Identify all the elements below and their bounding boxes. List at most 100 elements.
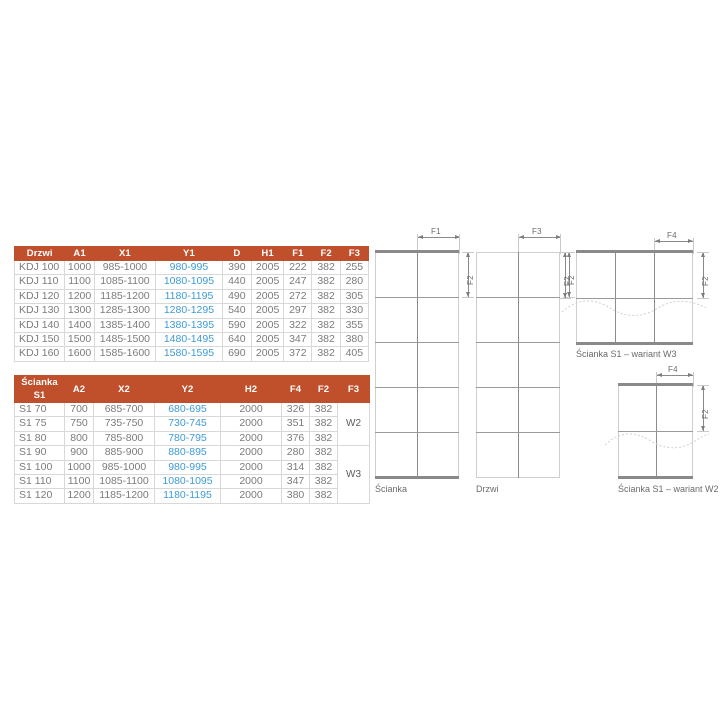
column-header-f2: F2 (311, 246, 341, 261)
drzwi-row-line-3 (476, 387, 560, 388)
cell-h2: 2000 (220, 416, 282, 432)
f1-arrow-right (455, 234, 460, 239)
w3-f2-right-arrow-up (700, 252, 705, 257)
cell-a1: 1300 (64, 303, 95, 319)
cell-a1: 1100 (64, 274, 95, 290)
cell-f4: 347 (281, 474, 310, 490)
column-header-f4: F4 (281, 375, 310, 403)
cell-f2: 382 (311, 288, 341, 305)
table-row: S1 80 800 785-800 780-795 2000 376 382 (14, 430, 370, 447)
cell-f3: 380 (339, 332, 370, 348)
cell-f4: 280 (281, 445, 310, 461)
cell-d: 540 (221, 303, 252, 319)
cell-f3: 255 (339, 259, 370, 276)
f3-extension-left (518, 234, 519, 254)
f2-extension-top (462, 252, 474, 253)
cell-model: KDJ 120 (13, 288, 66, 305)
w2-f2-arrow-up (700, 385, 705, 390)
w3-f2-right-ext-top (697, 252, 709, 253)
w2-f4-label: F4 (668, 365, 678, 374)
scianka-top-bar (375, 250, 459, 253)
w2-caption: Ścianka S1 – wariant W2 (618, 484, 719, 494)
cell-wall-model: S1 80 (14, 430, 65, 447)
table-row: KDJ 160 1600 1585-1600 1580-1595 690 2005 372 3… (13, 346, 370, 362)
cell-f2: 382 (311, 346, 341, 362)
cell-model: KDJ 110 (13, 274, 66, 290)
cell-h1: 2005 (250, 303, 285, 319)
f1-label: F1 (431, 227, 441, 236)
cell-d: 640 (221, 332, 252, 348)
w3-f2-left-arrow-up (562, 252, 567, 257)
cell-f2: 382 (311, 274, 341, 290)
column-header-x1: X1 (93, 246, 157, 261)
cell-y1: 1380-1395 (155, 317, 223, 334)
cell-a2: 1200 (64, 488, 94, 504)
w3-f4-dimension-line (655, 241, 693, 242)
cell-f1: 322 (283, 317, 313, 334)
cell-f4: 376 (281, 430, 310, 447)
cell-wall-model: S1 90 (14, 445, 65, 461)
cell-a1: 1200 (64, 288, 95, 305)
cell-variant-w3: W3 (337, 445, 370, 504)
w3-f4-arrow-left (655, 238, 660, 243)
column-header-a2: A2 (64, 375, 94, 403)
scianka-caption: Ścianka (375, 484, 408, 494)
f2b-extension-bottom (563, 297, 575, 298)
doors-spec-table: Drzwi A1 X1 Y1 D H1 F1 F2 F3 KDJ 100 1000… (13, 246, 370, 362)
column-header-h2: H2 (220, 375, 282, 403)
cell-model: KDJ 150 (13, 332, 66, 348)
cell-x2: 685-700 (93, 401, 155, 418)
f3-label: F3 (532, 227, 542, 236)
cell-x2: 1085-1100 (93, 474, 155, 490)
cell-f4: 326 (281, 401, 310, 418)
w3-bottom-bar (576, 342, 693, 345)
cell-a2: 700 (64, 401, 94, 418)
w2-f2-dimension-line (703, 385, 704, 431)
column-header-f2: F2 (309, 375, 338, 403)
f2-dimension-line (468, 252, 469, 297)
cell-a2: 1000 (64, 459, 94, 476)
cell-h1: 2005 (250, 259, 285, 276)
table-row: KDJ 120 1200 1185-1200 1180-1195 490 2005 272 3… (13, 288, 370, 305)
w3-f2-left-ext-top (559, 252, 571, 253)
drzwi-center-mullion (518, 252, 519, 478)
cell-f2: 382 (309, 416, 338, 432)
cell-f1: 347 (283, 332, 313, 348)
w3-caption: Ścianka S1 – wariant W3 (576, 349, 677, 359)
w2-f4-arrow-right (688, 372, 693, 377)
walls-spec-table: Ścianka S1 A2 X2 Y2 H2 F4 F2 F3 S1 70 700… (14, 375, 370, 504)
f2-arrow-down (465, 292, 470, 297)
column-header-x2: X2 (93, 375, 155, 403)
cell-f2: 382 (309, 445, 338, 461)
f1-arrow-left (418, 234, 423, 239)
f2-arrow-up (465, 252, 470, 257)
cell-model: KDJ 100 (13, 259, 66, 276)
column-header-f3: F3 (337, 375, 370, 403)
w3-break-line (561, 300, 707, 316)
cell-f2: 382 (309, 488, 338, 504)
cell-d: 590 (221, 317, 252, 334)
cell-f3: 330 (339, 303, 370, 319)
table-row: S1 90 900 885-900 880-895 2000 280 382 W3 (14, 445, 370, 504)
scianka-row-line-3 (375, 387, 459, 388)
table-row: S1 100 1000 985-1000 980-995 2000 314 382 (14, 459, 370, 476)
w2-bottom-bar (618, 476, 693, 479)
cell-y1: 1280-1295 (155, 303, 223, 319)
cell-d: 390 (221, 259, 252, 276)
f2-extension-bottom (462, 297, 474, 298)
cell-f1: 222 (283, 259, 313, 276)
cell-wall-model: S1 70 (14, 401, 65, 418)
column-header-f3: F3 (339, 246, 370, 261)
cell-f1: 372 (283, 346, 313, 362)
w3-f4-extension-left (654, 238, 655, 254)
w3-f2-right-ext-bottom (697, 298, 709, 299)
cell-y2: 680-695 (154, 401, 221, 418)
cell-x1: 1185-1200 (93, 288, 157, 305)
w2-break-line (604, 433, 710, 449)
cell-h1: 2005 (250, 346, 285, 362)
w3-f4-extension-right (693, 238, 694, 254)
cell-h1: 2005 (250, 332, 285, 348)
cell-y1: 1180-1195 (155, 288, 223, 305)
cell-f1: 272 (283, 288, 313, 305)
cell-f2: 382 (311, 317, 341, 334)
